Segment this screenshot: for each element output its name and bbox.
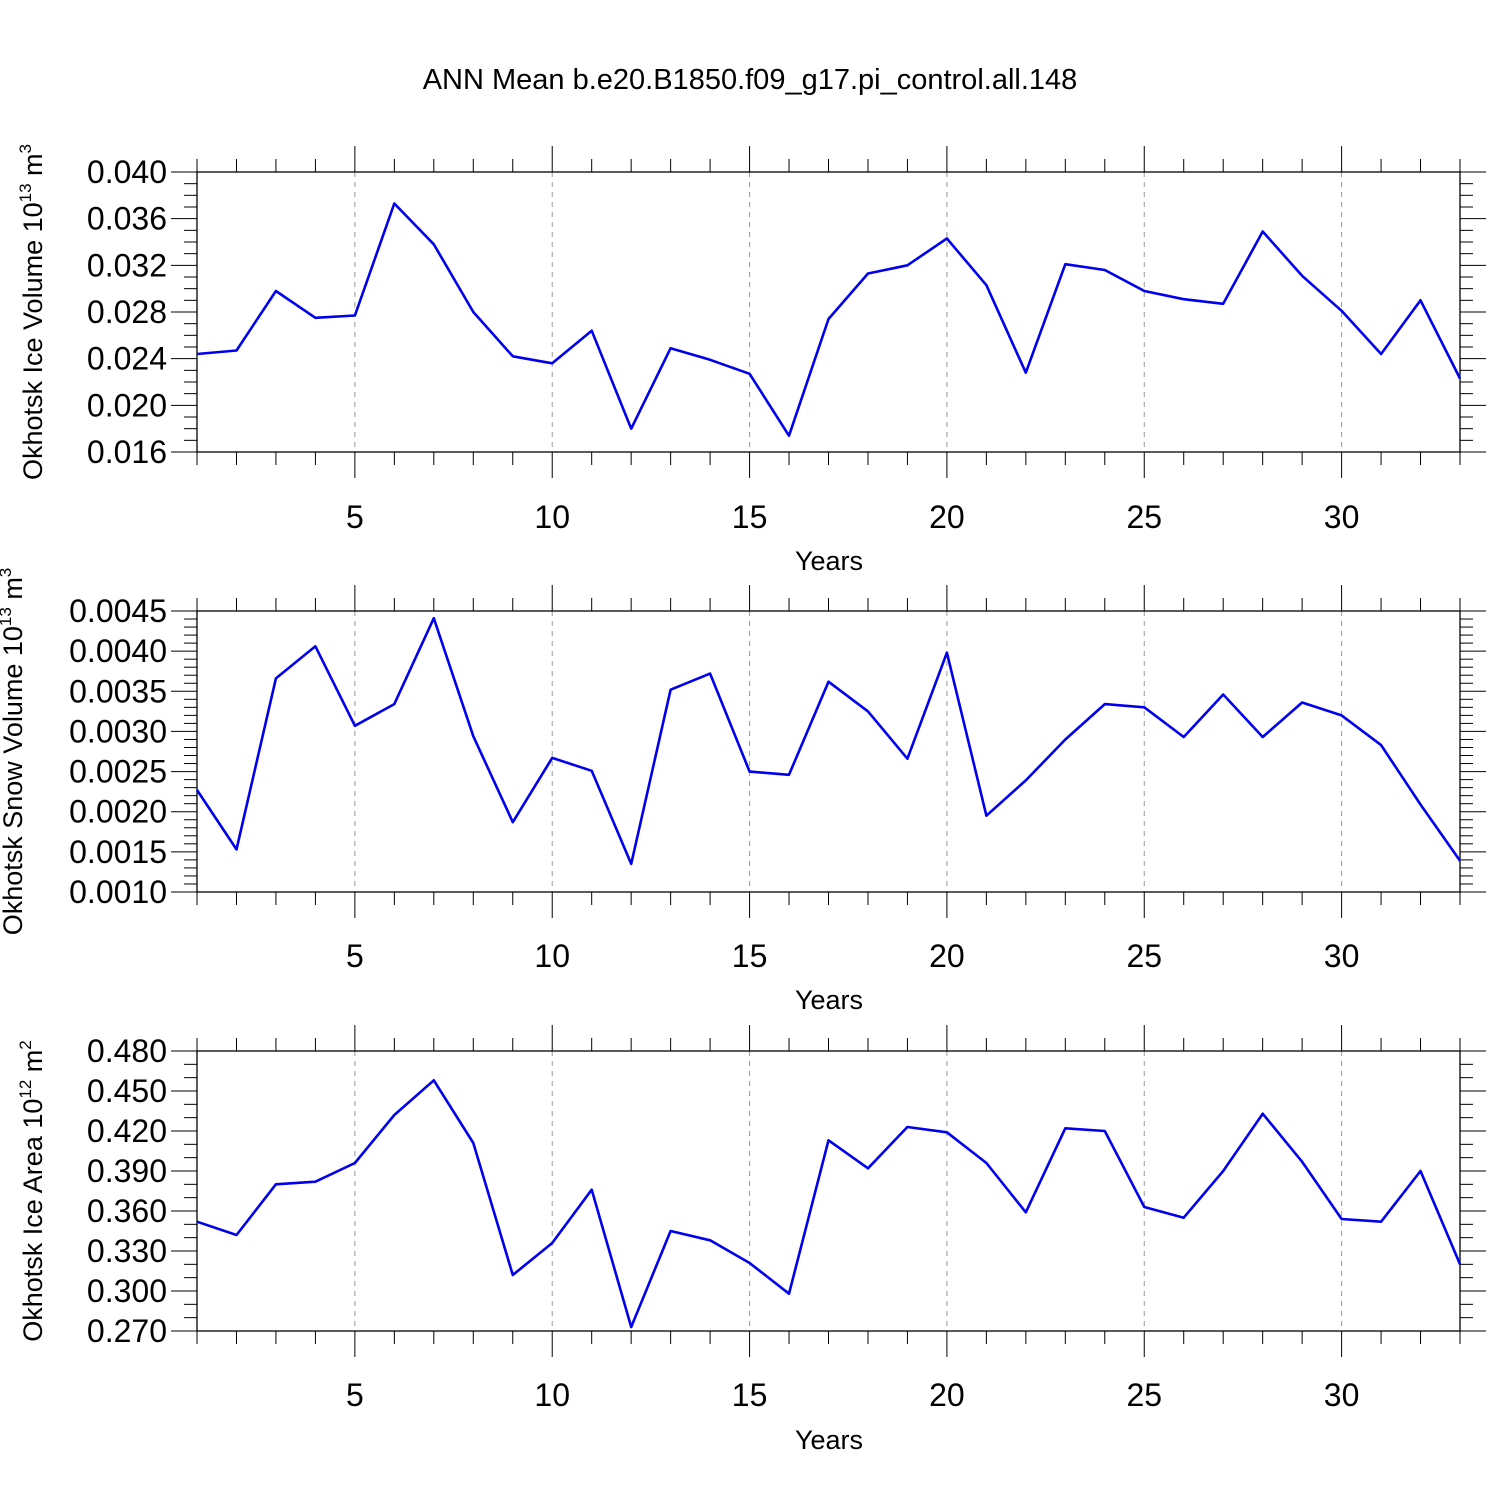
- panel-3-xtick-label: 5: [346, 1377, 364, 1413]
- panel-3-ytick-label: 0.300: [87, 1273, 167, 1309]
- panel-2-ylabel-superscript: 13: [0, 607, 15, 626]
- panel-2-series-line: [195, 616, 1462, 866]
- panel-1-ytick-label: 0.020: [87, 387, 167, 423]
- panel-1-ytick-label: 0.040: [87, 154, 167, 190]
- panel-3-ylabel: Okhotsk Ice Area 1012 m2: [16, 1040, 48, 1342]
- panel-1-ytick-label: 0.032: [87, 247, 167, 283]
- panel-1-frame: [196, 171, 1461, 453]
- panel-2-xlabel: Years: [795, 985, 863, 1015]
- panel-2-xtick-label: 25: [1126, 938, 1162, 974]
- panel-3-ytick-label: 0.450: [87, 1073, 167, 1109]
- panel-2-ytick-label: 0.0020: [69, 794, 167, 830]
- panel-3-ytick-label: 0.330: [87, 1233, 167, 1269]
- panel-3-ylabel-superscript: 2: [16, 1040, 35, 1049]
- panel-3-series-line: [196, 1079, 1462, 1329]
- panel-2-xtick-label: 30: [1324, 938, 1360, 974]
- panel-2-ylabel-superscript: 3: [0, 568, 15, 577]
- panel-2-ylabel-text: m: [0, 577, 28, 607]
- panel-2-ytick-label: 0.0035: [69, 673, 167, 709]
- panel-3-xtick-label: 25: [1126, 1377, 1162, 1413]
- panel-1-xtick-label: 25: [1126, 499, 1162, 535]
- panel-1-ytick-label: 0.016: [87, 434, 167, 470]
- panel-3-xtick-label: 20: [929, 1377, 965, 1413]
- panel-1-xtick-label: 20: [929, 499, 965, 535]
- panel-1-ylabel-text: m: [18, 153, 48, 183]
- panel-3-xtick-label: 30: [1324, 1377, 1360, 1413]
- panel-1-ytick-label: 0.036: [87, 201, 167, 237]
- panel-3-ylabel-superscript: 12: [16, 1080, 35, 1099]
- panel-1-ytick-label: 0.028: [87, 294, 167, 330]
- panel-2-xtick-label: 20: [929, 938, 965, 974]
- panel-3-ytick-label: 0.390: [87, 1153, 167, 1189]
- panel-1-xtick-label: 30: [1324, 499, 1360, 535]
- panel-1-ylabel: Okhotsk Ice Volume 1013 m3: [16, 144, 48, 480]
- panel-1-ytick-label: 0.024: [87, 341, 167, 377]
- panel-3-ytick-label: 0.270: [87, 1313, 167, 1349]
- panel-3-xtick-label: 10: [534, 1377, 570, 1413]
- panel-1-ylabel-superscript: 13: [16, 183, 35, 202]
- panel-1-ylabel-text: Okhotsk Ice Volume 10: [18, 202, 48, 480]
- panel-3-ytick-label: 0.480: [87, 1033, 167, 1069]
- panel-3-xlabel: Years: [795, 1425, 863, 1455]
- panel-1-xtick-label: 10: [534, 499, 570, 535]
- panel-2-xtick-label: 10: [534, 938, 570, 974]
- figure-title: ANN Mean b.e20.B1850.f09_g17.pi_control.…: [422, 64, 1078, 96]
- panel-2-xtick-label: 5: [346, 938, 364, 974]
- panel-1-series-line: [196, 202, 1462, 438]
- panel-2-ytick-label: 0.0045: [69, 593, 167, 629]
- panel-1-ylabel-superscript: 3: [16, 144, 35, 153]
- panel-1-xtick-label: 5: [346, 499, 364, 535]
- panel-2-ytick-label: 0.0030: [69, 713, 167, 749]
- panel-3-xtick-label: 15: [732, 1377, 768, 1413]
- panel-3-ytick-label: 0.360: [87, 1193, 167, 1229]
- panel-2-ylabel-text: Okhotsk Snow Volume 10: [0, 626, 28, 935]
- panel-1-xtick-label: 15: [732, 499, 768, 535]
- panel-3-ytick-label: 0.420: [87, 1113, 167, 1149]
- panel-2-frame: [196, 610, 1461, 893]
- panel-1-xlabel: Years: [795, 546, 863, 576]
- panel-2-xtick-label: 15: [732, 938, 768, 974]
- panel-2-ytick-label: 0.0025: [69, 754, 167, 790]
- panel-2-ytick-label: 0.0015: [69, 834, 167, 870]
- panel-2-ylabel: Okhotsk Snow Volume 1013 m3: [0, 568, 28, 936]
- panel-3-ylabel-text: Okhotsk Ice Area 10: [18, 1099, 48, 1342]
- panel-3-frame: [196, 1050, 1461, 1332]
- panel-2-ytick-label: 0.0040: [69, 633, 167, 669]
- panel-2-ytick-label: 0.0010: [69, 874, 167, 910]
- panel-3-ylabel-text: m: [18, 1050, 48, 1080]
